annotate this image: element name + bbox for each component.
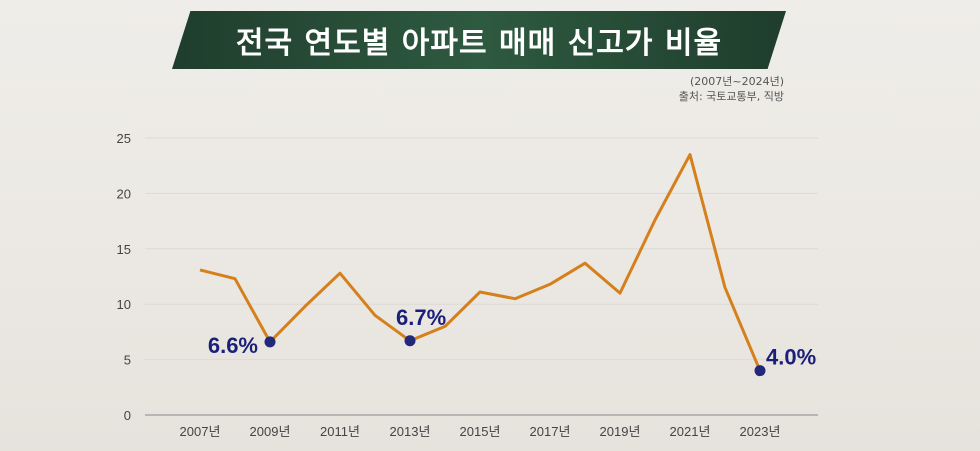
x-tick-label: 2009년	[250, 424, 291, 439]
chart-title-banner: 전국 연도별 아파트 매매 신고가 비율	[172, 11, 786, 69]
x-tick-label: 2019년	[600, 424, 641, 439]
annotation-marker	[264, 336, 276, 348]
annotation-label: 6.7%	[396, 305, 446, 330]
annotation-label: 6.6%	[208, 333, 258, 358]
y-tick-label: 20	[117, 186, 131, 201]
y-tick-label: 0	[124, 408, 131, 423]
x-axis-ticks: 2007년 2009년 2011년 2013년 2015년 2017년 2019년 2021년…	[180, 424, 781, 439]
x-tick-label: 2015년	[460, 424, 501, 439]
x-tick-label: 2011년	[320, 424, 360, 439]
y-tick-label: 5	[124, 353, 131, 368]
y-tick-label: 25	[117, 131, 131, 146]
x-tick-label: 2023년	[740, 424, 781, 439]
x-tick-label: 2021년	[670, 424, 711, 439]
y-tick-label: 10	[117, 297, 131, 312]
x-tick-label: 2013년	[390, 424, 431, 439]
x-tick-label: 2017년	[530, 424, 571, 439]
annotation-labels: 6.6% 6.7% 4.0%	[208, 305, 816, 370]
chart-meta: (2007년~2024년) 출처: 국토교통부, 직방	[679, 74, 784, 104]
chart-source: 출처: 국토교통부, 직방	[678, 90, 784, 103]
chart-title: 전국 연도별 아파트 매매 신고가 비율	[235, 26, 723, 61]
annotation-markers	[264, 335, 766, 377]
y-tick-label: 15	[117, 242, 131, 257]
annotation-marker	[404, 335, 416, 347]
annotation-marker	[754, 365, 766, 377]
y-axis-ticks: 0 5 10 15 20 25	[117, 131, 131, 423]
annotation-label: 4.0%	[766, 345, 816, 370]
chart-period: (2007년~2024년)	[689, 75, 784, 88]
x-tick-label: 2007년	[180, 424, 221, 439]
grid-lines	[145, 137, 818, 416]
series-line	[199, 153, 762, 372]
